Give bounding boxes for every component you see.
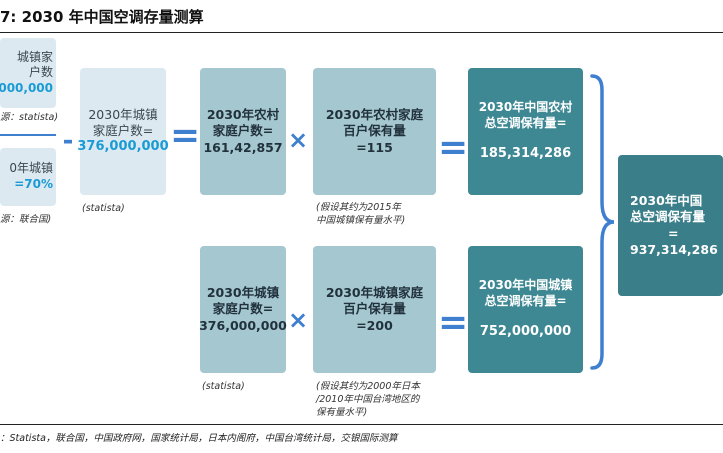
box-label: 总空调保有量= [484, 116, 567, 131]
connector-line [0, 134, 56, 136]
curly-brace-icon [590, 74, 615, 370]
box-label: 总空调保有量 [630, 209, 706, 225]
box-label: 2030年城镇家庭 [325, 285, 424, 301]
title-rule [0, 32, 723, 33]
rural-total-box: 2030年中国农村 总空调保有量= 185,314,286 [468, 68, 583, 195]
equals-operator: = [170, 115, 201, 156]
urban-households-2017-box: 城镇家 户数 000,000 [0, 38, 56, 108]
box-label: 2030年城镇 [206, 285, 280, 301]
urbanization-rate-box: 0年城镇 率 =70% [0, 148, 56, 206]
box-value: 376,000,000 [199, 317, 287, 333]
source-note: 源：statista) [0, 112, 59, 123]
source-note: 源：联合国) [0, 214, 52, 225]
equals-operator: = [438, 302, 469, 343]
box-label: 2030年中国 [630, 193, 703, 208]
rural-per-100-box: 2030年农村家庭 百户保有量 =115 [313, 68, 436, 195]
assumption-note: (假设其约为2015年 中国城镇保有量水平) [316, 202, 405, 228]
urban-households-box-2: 2030年城镇 家庭户数= 376,000,000 [199, 246, 287, 373]
box-label: 城镇家 [16, 49, 53, 64]
box-value: 937,314,286 [630, 241, 718, 257]
box-value: =115 [356, 139, 393, 155]
box-label: 2030年城镇 [88, 106, 158, 122]
source-footer: ：Statista，联合国，中国政府网，国家统计局，日本内阁府，中国台湾统计局，… [0, 433, 398, 444]
footer-rule [0, 424, 723, 425]
box-label: 2030年中国农村 [478, 100, 573, 115]
times-operator: × [287, 306, 309, 334]
minus-operator: - [62, 126, 74, 156]
box-label: 2030年农村 [206, 107, 280, 123]
box-label: 2030年中国城镇 [478, 278, 573, 293]
note-line: (假设其约为2015年 [316, 202, 401, 213]
box-value: 376,000,000 [77, 139, 169, 155]
box-value: =70% [14, 177, 53, 191]
note-line: /2010年中国台湾地区的 [316, 393, 420, 405]
box-value: 000,000 [0, 80, 53, 95]
box-label: 家庭户数= [92, 123, 154, 139]
note-line: 保有量水平) [316, 406, 368, 418]
box-label: 2030年农村家庭 [325, 107, 424, 123]
box-label: = [668, 225, 679, 241]
grand-total-box: 2030年中国 总空调保有量 = 937,314,286 [618, 155, 723, 296]
box-label: 家庭户数= [212, 123, 274, 139]
box-label: 0年城镇 [9, 161, 53, 176]
box-label: 总空调保有量= [484, 294, 567, 309]
source-note: (statista) [82, 203, 125, 214]
box-label: 家庭户数= [212, 301, 274, 317]
assumption-note: (假设其约为2000年日本 /2010年中国台湾地区的 保有量水平) [316, 381, 420, 419]
note-line: (假设其约为2000年日本 [316, 381, 420, 392]
box-label: 户数 [28, 65, 53, 80]
note-line: 中国城镇保有量水平) [316, 214, 406, 226]
box-value: 185,314,286 [479, 145, 572, 161]
equals-operator: = [438, 127, 469, 168]
box-label: 百户保有量 [343, 123, 406, 139]
box-value: 752,000,000 [479, 323, 572, 339]
box-value: 161,42,857 [203, 139, 283, 155]
box-label: 百户保有量 [343, 301, 406, 317]
urban-per-100-box: 2030年城镇家庭 百户保有量 =200 [313, 246, 436, 373]
box-value: =200 [356, 317, 393, 333]
times-operator: × [287, 126, 309, 154]
source-note: (statista) [202, 381, 245, 392]
rural-households-box: 2030年农村 家庭户数= 161,42,857 [200, 68, 286, 195]
urban-households-2030-box: 2030年城镇 家庭户数= 376,000,000 [77, 68, 169, 195]
urban-total-box: 2030年中国城镇 总空调保有量= 752,000,000 [468, 246, 583, 373]
page-title: 7: 2030 年中国空调存量测算 [0, 8, 204, 26]
